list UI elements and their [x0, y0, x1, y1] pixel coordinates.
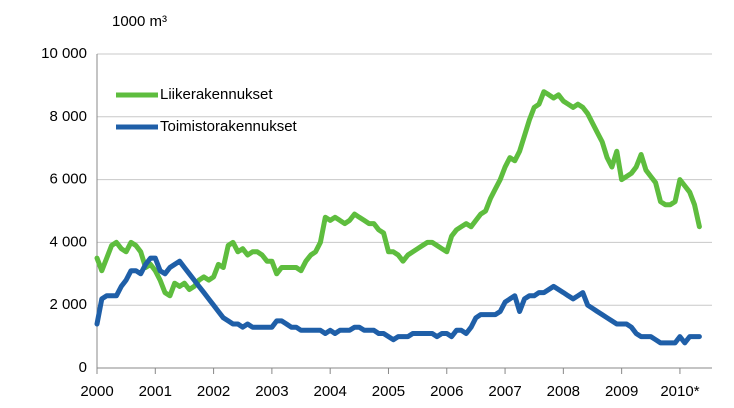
x-tick-label: 2000: [80, 383, 113, 400]
x-tick-label: 2004: [313, 383, 346, 400]
y-tick-label: 6 000: [49, 171, 87, 188]
x-tick-label: 2003: [255, 383, 288, 400]
x-tick-label: 2008: [547, 383, 580, 400]
y-tick-label: 8 000: [49, 108, 87, 125]
x-tick-label: 2010*: [660, 383, 699, 400]
unit-label: 1000 m³: [112, 13, 167, 30]
x-tick-label: 2005: [372, 383, 405, 400]
legend-label: Toimistorakennukset: [160, 118, 298, 135]
legend-label: Liikerakennukset: [160, 86, 273, 103]
x-tick-label: 2007: [488, 383, 521, 400]
y-tick-label: 4 000: [49, 233, 87, 250]
y-tick-label: 2 000: [49, 296, 87, 313]
y-tick-label: 0: [79, 359, 87, 376]
series-line: [94, 255, 702, 346]
x-tick-label: 2001: [139, 383, 172, 400]
x-tick-label: 2006: [430, 383, 463, 400]
x-tick-label: 2009: [605, 383, 638, 400]
x-tick-label: 2002: [197, 383, 230, 400]
y-tick-label: 10 000: [41, 45, 87, 62]
